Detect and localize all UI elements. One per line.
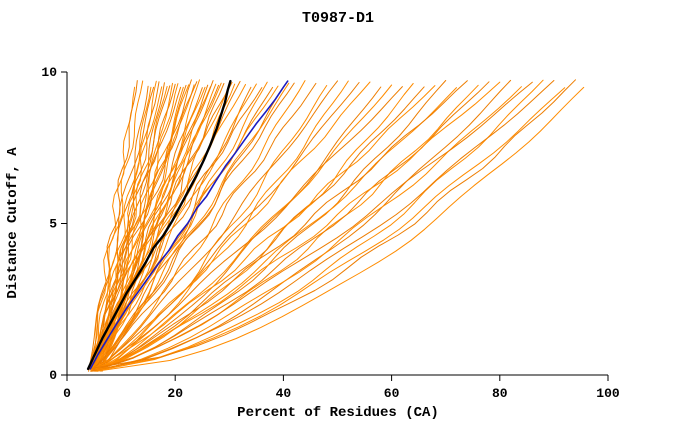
x-tick-label: 60: [384, 386, 400, 401]
y-tick-label: 10: [41, 65, 57, 80]
chart-title: T0987-D1: [302, 10, 374, 27]
x-tick-label: 40: [276, 386, 292, 401]
x-tick-label: 100: [596, 386, 620, 401]
x-axis-label: Percent of Residues (CA): [237, 405, 439, 421]
y-tick-label: 0: [49, 368, 57, 383]
y-tick-label: 5: [49, 217, 57, 232]
x-tick-label: 80: [492, 386, 508, 401]
x-tick-label: 0: [63, 386, 71, 401]
curves-layer: [86, 79, 585, 372]
x-tick-label: 20: [167, 386, 183, 401]
y-axis-label: Distance Cutoff, A: [5, 147, 21, 299]
axes-layer: 0 20 40 60 80 100 0 5 10: [41, 65, 620, 401]
